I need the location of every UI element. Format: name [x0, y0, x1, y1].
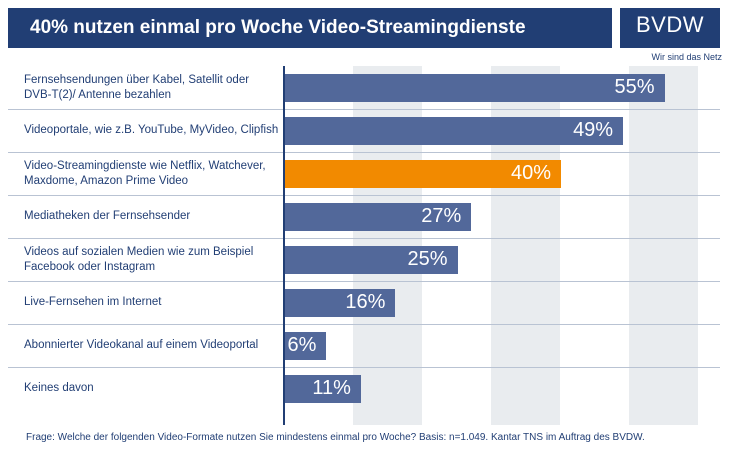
bar-chart: Fernsehsendungen über Kabel, Satellit od… — [8, 66, 720, 452]
title-bar: 40% nutzen einmal pro Woche Video-Stream… — [8, 8, 612, 48]
category-label: Videos auf sozialen Medien wie zum Beisp… — [24, 245, 254, 273]
bar-value-label: 25% — [407, 247, 448, 270]
row-separator — [8, 195, 720, 196]
row-separator — [8, 109, 720, 110]
footnote: Frage: Welche der folgenden Video-Format… — [26, 432, 645, 443]
y-axis-line — [283, 66, 285, 425]
bar: 27% — [285, 202, 472, 231]
bar-value-label: 11% — [312, 376, 351, 399]
bar: 25% — [285, 245, 458, 274]
bar-value-label: 6% — [287, 333, 317, 356]
category-label: Abonnierter Videokanal auf einem Videopo… — [24, 339, 259, 351]
category-label: Fernsehsendungen über Kabel, Satellit od… — [24, 73, 250, 101]
bar-value-label: 27% — [421, 204, 462, 227]
category-label: Mediatheken der Fernsehsender — [24, 210, 191, 222]
bar: 16% — [285, 288, 396, 317]
bar: 49% — [285, 116, 624, 145]
bar: 6% — [285, 331, 327, 360]
bvdw-logo: BVDW — [620, 8, 720, 48]
bar-value-label: 55% — [614, 75, 655, 98]
category-label: Live-Fernsehen im Internet — [24, 296, 162, 308]
logo-text: BVDW — [636, 12, 704, 37]
chart-title: 40% nutzen einmal pro Woche Video-Stream… — [30, 17, 526, 38]
row-separator — [8, 324, 720, 325]
bar-value-label: 16% — [345, 290, 386, 313]
bar: 55% — [285, 73, 665, 102]
logo-tagline: Wir sind das Netz — [651, 52, 722, 62]
bar-value-label: 49% — [573, 118, 614, 141]
row-separator — [8, 367, 720, 368]
category-label: Video-Streamingdienste wie Netflix, Watc… — [24, 159, 266, 187]
row-separator — [8, 238, 720, 239]
bar: 11% — [285, 374, 361, 403]
category-label: Keines davon — [24, 382, 94, 394]
grid-band — [629, 66, 698, 425]
category-label: Videoportale, wie z.B. YouTube, MyVideo,… — [24, 124, 279, 136]
row-separator — [8, 152, 720, 153]
bar-value-label: 40% — [510, 161, 551, 184]
row-separator — [8, 281, 720, 282]
bar-highlighted: 40% — [285, 159, 561, 188]
